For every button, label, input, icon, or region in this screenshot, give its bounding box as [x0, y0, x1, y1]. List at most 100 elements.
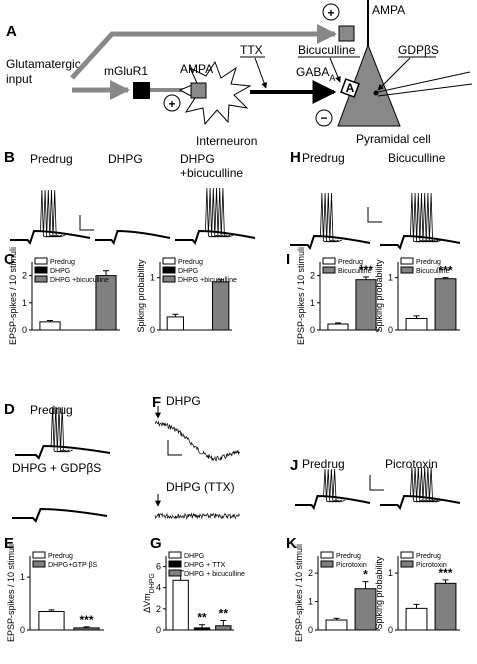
sign-circle — [163, 94, 181, 112]
y-axis-label: EPSP-spikes / 10 stimuli — [294, 544, 304, 642]
trace — [175, 229, 256, 246]
trace — [326, 468, 339, 503]
y-axis-label: Spiking probability — [136, 259, 146, 333]
panel-label: F — [152, 394, 161, 411]
y-tick-label: 0 — [156, 625, 161, 635]
legend-swatch — [162, 275, 176, 283]
electrode — [377, 71, 471, 93]
sign-circle — [315, 109, 333, 127]
bar — [325, 619, 348, 631]
trace — [323, 192, 336, 243]
pathway — [70, 24, 337, 80]
y-tick-label: 1 — [20, 572, 25, 582]
trace — [49, 189, 63, 238]
trace — [60, 406, 73, 453]
scale-bar — [167, 440, 182, 456]
trace — [320, 192, 333, 243]
legend-label: DHPG +bicuculline — [178, 277, 237, 284]
y-tick-label: 1 — [388, 568, 393, 578]
bar — [73, 627, 100, 631]
trace-title: DHPG — [166, 394, 201, 408]
legend-swatch — [32, 560, 46, 568]
drug-label: Bicuculline — [298, 43, 356, 57]
receptor-box — [338, 25, 355, 42]
legend-label: Picrotoxin — [336, 562, 367, 569]
y-axis-label: Spiking probability — [374, 556, 384, 630]
trace — [217, 187, 231, 238]
y-axis-label: Spiking probability — [374, 259, 384, 333]
legend-swatch — [322, 257, 336, 265]
trace — [12, 507, 108, 523]
trace — [419, 466, 433, 503]
trace — [380, 234, 461, 251]
trace — [419, 192, 433, 243]
y-tick-label: 0 — [388, 625, 393, 635]
trace-title: Bicuculline — [388, 151, 446, 165]
trace-title: Predrug — [302, 457, 345, 471]
sign-circle — [322, 3, 340, 21]
significance: * — [363, 568, 368, 582]
trace — [416, 192, 429, 243]
trace — [426, 192, 439, 243]
receptor-box — [190, 82, 207, 99]
trace — [15, 444, 111, 460]
bar — [327, 323, 349, 331]
sign: + — [327, 6, 334, 20]
bar — [166, 316, 184, 331]
legend-label: DHPG + TTX — [184, 562, 226, 569]
legend-label: Predrug — [338, 259, 363, 266]
legend-swatch — [162, 257, 176, 265]
y-axis-label: EPSP-spikes / 10 stimuli — [6, 544, 16, 642]
trace — [413, 192, 426, 243]
trace — [154, 512, 240, 520]
y-tick-label: 6 — [156, 562, 161, 572]
legend-label: DHPG +bicuculline — [50, 277, 109, 284]
significance: *** — [359, 263, 373, 277]
receptor-label: mGluR1 — [104, 64, 148, 78]
panel-label: E — [4, 535, 14, 552]
trace-title: Picrotoxin — [385, 457, 438, 471]
legend-label: DHPG — [50, 268, 70, 275]
panel-label: I — [286, 251, 290, 268]
receptor-label: GABA — [296, 65, 329, 79]
sign: − — [320, 111, 327, 125]
significance: *** — [79, 613, 93, 627]
y-axis-label: EPSP-spikes / 10 stimuli — [296, 247, 306, 345]
legend-label: Predrug — [416, 553, 441, 560]
y-tick-label: 2 — [310, 271, 315, 281]
y-tick-label: 0 — [388, 325, 393, 335]
trace-title: Predrug — [302, 151, 345, 165]
bar — [405, 607, 428, 631]
trace — [95, 229, 171, 246]
trace — [410, 192, 423, 243]
legend-label: Bicuculline — [338, 268, 372, 275]
trace-title: Predrug — [30, 403, 73, 417]
panel-label: C — [4, 251, 15, 268]
y-axis-label: Spiking probability — [374, 556, 384, 630]
panel-label: D — [4, 401, 15, 418]
y-tick-label: 1 — [310, 298, 315, 308]
trace-title: +bicuculline — [180, 166, 243, 180]
panel-label: G — [150, 535, 162, 552]
drug-label: TTX — [240, 43, 263, 57]
trace — [422, 192, 436, 243]
bar — [172, 579, 189, 631]
bar — [405, 317, 428, 331]
scale-bar — [367, 207, 382, 223]
bar — [215, 625, 232, 631]
input-label: Glutamatergic — [6, 57, 81, 71]
panel-label: H — [290, 149, 301, 166]
bar — [212, 281, 230, 331]
y-axis-label: EPSP-spikes / 10 stimuli — [8, 247, 18, 345]
y-tick-label: 1 — [308, 597, 313, 607]
y-tick-label: 1 — [150, 273, 155, 283]
legend-swatch — [400, 257, 414, 265]
sign: + — [168, 97, 175, 111]
trace — [205, 187, 218, 238]
legend-swatch — [34, 266, 48, 274]
y-axis-label: Spiking probability — [374, 259, 384, 333]
bar — [434, 582, 457, 631]
trace — [410, 466, 423, 503]
